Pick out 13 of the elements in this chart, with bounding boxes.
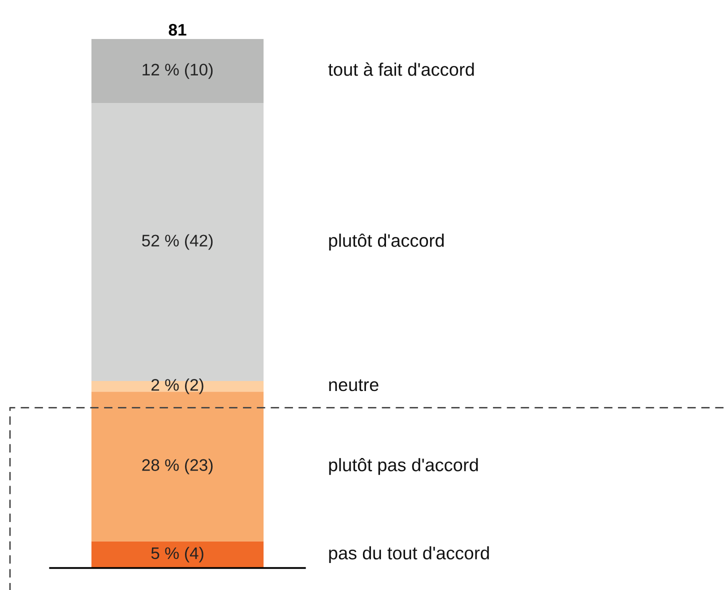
text: neutre — [329, 379, 378, 392]
text: plutôt pas d'accord — [329, 458, 478, 475]
data-label: 52 % (42) — [142, 234, 213, 250]
text: tout à fait d'accord — [328, 62, 474, 76]
text: pas du tout d'accord — [329, 546, 489, 564]
data-label: 5 % (4) — [151, 546, 204, 562]
data-label: 12 % (10) — [142, 63, 213, 79]
data-label: 28 % (23) — [142, 458, 213, 474]
data-label: 2 % (2) — [151, 378, 204, 394]
bar — [91, 39, 264, 104]
text: plutôt d'accord — [329, 234, 444, 250]
bar — [91, 541, 264, 568]
text: 81 — [168, 24, 186, 36]
